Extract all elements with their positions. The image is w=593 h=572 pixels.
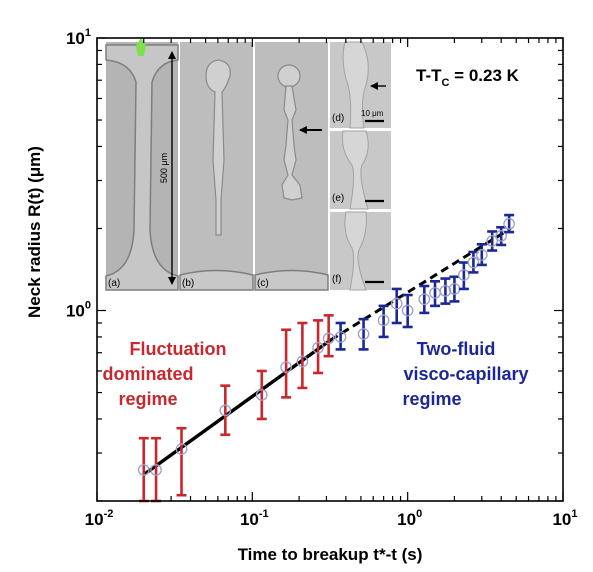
- inset-panel-e: (e): [330, 130, 391, 210]
- data-point: [322, 332, 335, 345]
- error-bar-group: [467, 250, 480, 274]
- x-tick-label: 101: [552, 508, 577, 529]
- micrograph-inset: 500 μm (a) (b) (c) 10 μm (d): [105, 38, 391, 291]
- error-bar-group: [312, 319, 324, 375]
- x-tick-label: 100: [397, 508, 422, 529]
- temperature-label: T-TC = 0.23 K: [416, 66, 520, 89]
- fit-line-solid: [142, 338, 332, 476]
- x-tick-label: 10-1: [240, 508, 269, 529]
- error-bar-group: [175, 426, 188, 497]
- error-bar-group: [401, 293, 414, 329]
- left-regime-line-3: regime: [118, 389, 177, 409]
- error-bar-group: [495, 226, 508, 247]
- right-regime-line-2: visco-capillary: [403, 364, 528, 384]
- inset-panel-b: (b): [179, 42, 254, 291]
- error-bar-group: [390, 287, 403, 325]
- data-point: [219, 404, 232, 417]
- data-point: [255, 389, 268, 401]
- error-bar-group: [280, 328, 292, 399]
- data-point: [486, 235, 499, 247]
- data-point: [390, 297, 403, 310]
- panel-label-b: (b): [182, 278, 194, 289]
- left-regime-annotation: Fluctuation dominated regime: [102, 339, 226, 409]
- data-point: [312, 341, 324, 354]
- inset-panel-f: (f): [330, 211, 391, 291]
- panel-label-f: (f): [332, 274, 341, 285]
- error-bar-group: [475, 242, 488, 267]
- data-point: [439, 285, 452, 297]
- error-bar-group: [486, 230, 499, 252]
- data-point: [357, 328, 370, 340]
- right-regime-annotation: Two-fluid visco-capillary regime: [402, 339, 528, 409]
- inset-panel-d: 10 μm (d): [330, 41, 391, 129]
- error-bar-group: [255, 369, 268, 421]
- right-regime-line-3: regime: [402, 389, 461, 409]
- data-series: [137, 213, 515, 503]
- error-bar-group: [429, 280, 441, 308]
- error-bar-group: [439, 277, 452, 305]
- panel-label-e: (e): [332, 193, 344, 204]
- error-bar-group: [357, 317, 370, 351]
- data-point: [467, 256, 480, 269]
- data-point: [137, 464, 150, 476]
- scale-label-10um: 10 μm: [361, 109, 384, 118]
- error-bar-group: [296, 321, 309, 390]
- x-axis-label: Time to breakup t*-t (s): [238, 545, 423, 564]
- panel-label-a: (a): [108, 278, 120, 289]
- data-point: [175, 443, 188, 455]
- inset-panel-c: (c): [254, 42, 329, 291]
- error-bar-group: [322, 314, 335, 358]
- error-bar-group: [377, 304, 390, 339]
- right-regime-line-1: Two-fluid: [417, 339, 496, 359]
- error-bar-group: [458, 261, 470, 291]
- data-point: [418, 293, 431, 306]
- data-point: [401, 304, 414, 317]
- data-point: [377, 314, 390, 327]
- y-axis-label: Neck radius R(t) (μm): [25, 146, 44, 318]
- data-point: [280, 361, 292, 373]
- data-point: [334, 331, 347, 343]
- data-point: [475, 249, 488, 261]
- left-regime-line-2: dominated: [102, 364, 193, 384]
- y-tick-label: 101: [66, 27, 91, 48]
- error-bar-group: [418, 284, 431, 315]
- error-bar-group: [503, 213, 515, 234]
- data-point: [495, 229, 508, 242]
- error-bar-group: [334, 321, 347, 351]
- panel-label-d: (d): [332, 113, 344, 124]
- plot-frame: [96, 37, 564, 502]
- y-tick-label: 100: [66, 300, 91, 321]
- inset-panel-a: 500 μm (a): [105, 38, 179, 291]
- data-point: [458, 269, 470, 281]
- scale-label-500um: 500 μm: [159, 153, 169, 183]
- data-point: [503, 217, 515, 230]
- error-bar-group: [219, 384, 232, 437]
- left-regime-line-1: Fluctuation: [130, 339, 227, 359]
- data-point: [296, 355, 309, 368]
- data-point: [150, 464, 162, 476]
- panel-label-c: (c): [257, 278, 269, 289]
- error-bar-group: [137, 436, 150, 503]
- axis-ticks: 10-2 10-1 100 101 100 101: [66, 27, 578, 529]
- x-tick-label: 10-2: [85, 508, 114, 529]
